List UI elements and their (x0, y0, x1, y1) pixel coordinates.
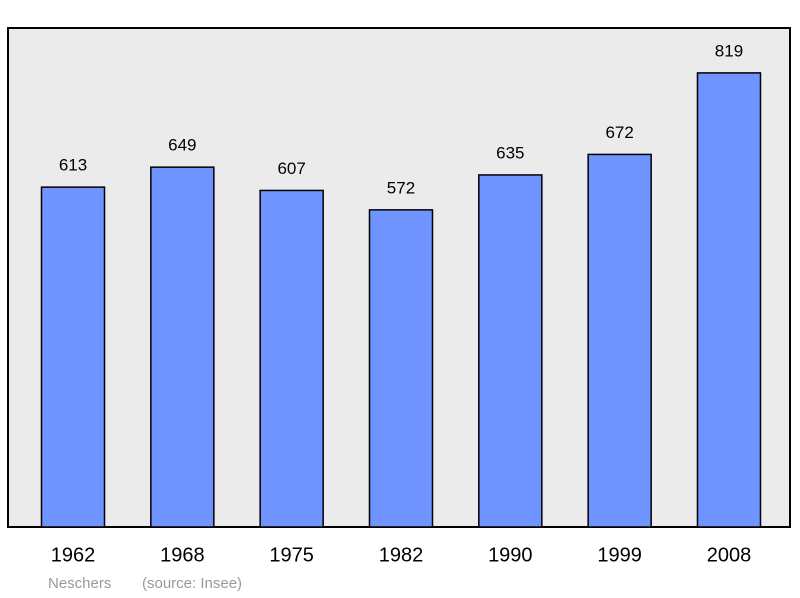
value-label: 649 (168, 136, 196, 155)
bar (40, 186, 106, 528)
x-tick-label: 1968 (160, 544, 205, 566)
value-label: 672 (605, 123, 633, 142)
bar (259, 189, 324, 528)
x-tick-label: 2008 (707, 544, 752, 566)
bar (368, 209, 434, 528)
value-label: 635 (496, 143, 524, 162)
bar (696, 72, 762, 528)
x-tick-label: 1990 (488, 544, 533, 566)
x-tick-label: 1982 (379, 544, 424, 566)
value-label: 819 (715, 41, 743, 60)
x-tick-label: 1962 (51, 544, 96, 566)
value-label: 613 (59, 156, 87, 175)
value-label: 572 (387, 178, 415, 197)
bar (478, 174, 543, 528)
place-label: Neschers (48, 575, 111, 592)
source-label: (source: Insee) (142, 575, 242, 592)
bar (587, 153, 652, 528)
x-tick-label: 1975 (269, 544, 314, 566)
value-label: 607 (277, 159, 305, 178)
x-tick-label: 1999 (597, 544, 642, 566)
bar (150, 166, 215, 528)
